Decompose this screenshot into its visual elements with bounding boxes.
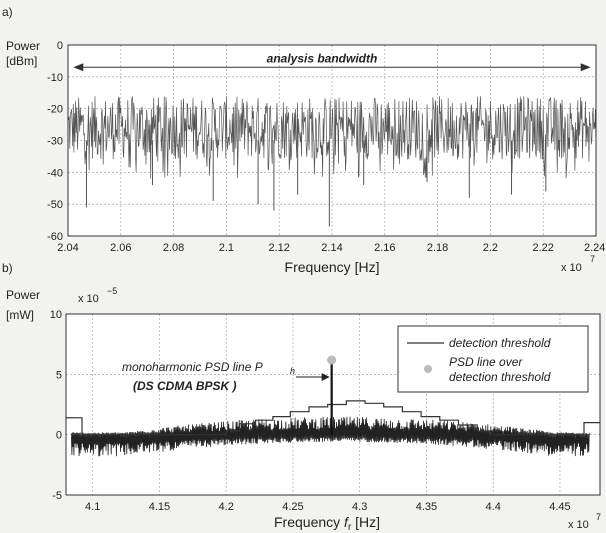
panel-b-x-tick-label: 4.15 <box>149 501 170 513</box>
panel-a-x-ticks: 2.04 2.06 2.08 2.1 2.12 2.14 2.16 2.18 2.2 2.22 2.… <box>57 242 605 254</box>
panel-a-y-tick-label: -30 <box>47 136 63 148</box>
panel-b-xlabel: Frequency fr [Hz] <box>274 514 380 533</box>
monoharmonic-arrowhead <box>321 373 330 381</box>
legend-threshold-label: detection threshold <box>449 336 551 350</box>
panel-a-noise-line <box>67 96 597 179</box>
panel-b-ylabel-unit: [mW] <box>6 308 34 322</box>
panel-b-peak-line <box>327 355 337 435</box>
panel-a-y-ticks: 0 -10 -20 -30 -40 -50 -60 <box>47 40 63 243</box>
panel-b-x-tick-label: 4.35 <box>416 501 437 513</box>
panel-b-x-tick-label: 4.2 <box>219 501 234 513</box>
panel-b-axes-frame <box>65 313 601 496</box>
panel-b-x-tick-label: 4.45 <box>549 501 570 513</box>
panel-a-x-tick-label: 2.14 <box>321 242 342 254</box>
panel-b-legend: detection threshold PSD line over detecti… <box>397 325 589 393</box>
panel-b-y-tick-label: -5 <box>52 490 62 502</box>
panel-b-noise-trace <box>70 416 590 457</box>
legend-psd-label: PSD line over detection threshold <box>449 355 551 384</box>
panel-b-y-multiplier-exponent: −5 <box>107 286 117 296</box>
panel-a-y-tick-label: -10 <box>47 72 63 84</box>
panel-a-x-tick-label: 2.18 <box>427 242 448 254</box>
panel-a-y-tick-label: 0 <box>57 40 63 52</box>
panel-a-y-tick-label: -60 <box>47 231 63 243</box>
panel-a-x-tick-label: 2.06 <box>110 242 131 254</box>
panel-b-y-tick-label: 5 <box>56 369 62 381</box>
panel-b-noise-line <box>70 416 590 457</box>
panel-b-x-multiplier: x 10 <box>568 519 589 531</box>
panel-b-detection-threshold <box>65 400 600 436</box>
legend-box <box>397 325 589 393</box>
panel-a-x-tick-label: 2.24 <box>584 242 605 254</box>
panel-b-annotation: monoharmonic PSD line P h (DS CDMA BPSK … <box>122 360 330 393</box>
analysis-bandwidth-arrowhead-left <box>73 63 84 72</box>
panel-a-y-tick-label: -20 <box>47 104 63 116</box>
monoharmonic-label-subscript: h <box>290 366 295 376</box>
panel-a-x-tick-label: 2.16 <box>374 242 395 254</box>
analysis-bandwidth-arrowhead-right <box>580 63 591 72</box>
panel-b-y-multiplier: x 10 <box>78 293 99 305</box>
panel-a-label: a) <box>2 5 13 19</box>
panel-b-x-ticks: 4.1 4.15 4.2 4.25 4.3 4.35 4.4 4.45 <box>85 501 571 513</box>
panel-a-x-tick-label: 2.22 <box>532 242 553 254</box>
panel-b-x-tick-label: 4.3 <box>352 501 367 513</box>
panel-a-ylabel-power: Power <box>6 39 40 53</box>
panel-a-ylabel-unit: [dBm] <box>6 54 37 68</box>
analysis-bandwidth-label: analysis bandwidth <box>267 51 378 65</box>
panel-a-x-tick-label: 2.1 <box>219 242 234 254</box>
panel-a-y-tick-label: -40 <box>47 167 63 179</box>
panel-a-x-multiplier-exponent: 7 <box>590 254 595 264</box>
panel-a-trace <box>67 96 597 227</box>
panel-b-y-ticks: 10 5 0 -5 <box>50 309 62 502</box>
panel-a-xlabel: Frequency [Hz] <box>285 259 380 275</box>
panel-a-x-multiplier: x 10 <box>561 262 582 274</box>
panel-a-x-tick-label: 2.12 <box>268 242 289 254</box>
panel-b-peak-marker <box>327 355 337 365</box>
panel-a-x-tick-label: 2.08 <box>163 242 184 254</box>
panel-b-x-tick-label: 4.1 <box>85 501 100 513</box>
panel-b-x-tick-label: 4.4 <box>486 501 501 513</box>
panel-a-x-tick-label: 2.04 <box>57 242 78 254</box>
panel-b-x-tick-label: 4.25 <box>282 501 303 513</box>
monoharmonic-label: monoharmonic PSD line P <box>122 360 263 374</box>
panel-b-label: b) <box>2 261 13 275</box>
panel-b-x-multiplier-exponent: 7 <box>596 512 601 522</box>
panel-b: b) Power [mW] x 10 −5 monoharmonic PSD l… <box>2 261 601 533</box>
panel-a-x-tick-label: 2.2 <box>483 242 498 254</box>
panel-b-ylabel-power: Power <box>6 288 40 302</box>
panel-b-y-tick-label: 0 <box>56 430 62 442</box>
ds-cdma-bpsk-label: (DS CDMA BPSK ) <box>133 379 237 393</box>
legend-psd-marker <box>424 365 432 373</box>
panel-b-y-tick-label: 10 <box>50 309 62 321</box>
panel-a-y-tick-label: -50 <box>47 199 63 211</box>
panel-a-annotation: analysis bandwidth <box>73 51 591 72</box>
panel-a: a) Power [dBm] analysis bandwidth 0 -10 -2… <box>2 5 605 275</box>
panel-a-axes-frame <box>67 44 597 237</box>
